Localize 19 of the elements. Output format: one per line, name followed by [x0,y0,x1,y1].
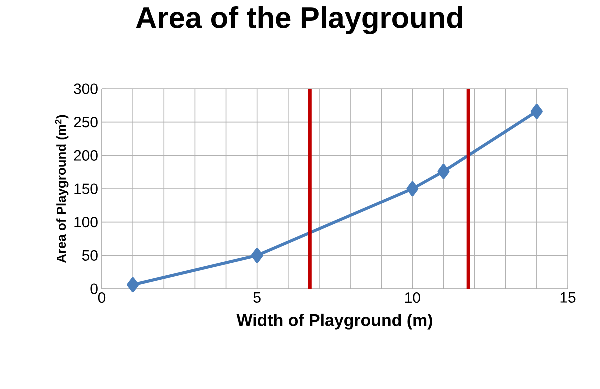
point [406,182,419,196]
x-tick-label: 10 [406,292,420,304]
y-tick-label: 50 [82,250,98,261]
point [251,248,264,264]
y-tick-label: 300 [74,84,98,94]
point [127,278,140,292]
x-axis-title: Width of Playground (m) [236,314,432,330]
point [530,104,543,120]
point [438,164,450,180]
y-tick-label: 200 [74,150,98,161]
y-tick-label: 0 [90,284,98,294]
y-axis-title: Area of Playground (m$^{2}$) [55,115,69,264]
x-tick-label: 15 [560,292,576,303]
y-tick-label: 250 [74,117,98,128]
y-tick-label: 100 [74,217,98,228]
chart-title: Area of the Playground [136,6,462,34]
x-tick-label: 5 [254,292,261,303]
x-tick-label: 0 [98,292,106,304]
y-tick-label: 150 [74,184,98,194]
